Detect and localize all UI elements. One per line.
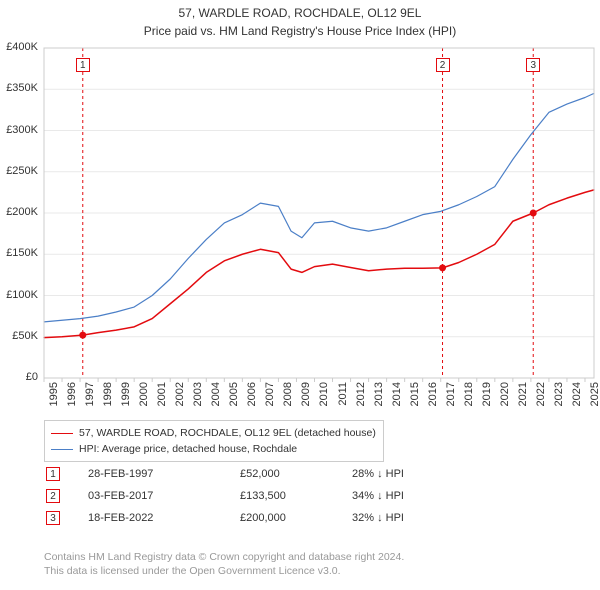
sale-date: 03-FEB-2017 xyxy=(88,486,238,506)
y-tick-label: £0 xyxy=(0,371,38,383)
footer-line-2: This data is licensed under the Open Gov… xyxy=(44,565,341,577)
sale-diff: 28% ↓ HPI xyxy=(352,464,452,484)
y-tick-label: £350K xyxy=(0,82,38,94)
legend-label: HPI: Average price, detached house, Roch… xyxy=(79,441,297,457)
sale-marker-1: 1 xyxy=(76,58,90,72)
legend-swatch xyxy=(51,449,73,450)
x-tick-label: 2003 xyxy=(192,382,204,414)
legend-item: HPI: Average price, detached house, Roch… xyxy=(51,441,377,457)
legend: 57, WARDLE ROAD, ROCHDALE, OL12 9EL (det… xyxy=(44,420,384,462)
y-tick-label: £300K xyxy=(0,124,38,136)
x-tick-label: 2017 xyxy=(445,382,457,414)
x-tick-label: 2008 xyxy=(282,382,294,414)
x-tick-label: 2011 xyxy=(337,382,349,414)
x-tick-label: 2020 xyxy=(499,382,511,414)
x-tick-label: 1996 xyxy=(66,382,78,414)
legend-item: 57, WARDLE ROAD, ROCHDALE, OL12 9EL (det… xyxy=(51,425,377,441)
x-tick-label: 2009 xyxy=(300,382,312,414)
x-tick-label: 2005 xyxy=(228,382,240,414)
x-tick-label: 2006 xyxy=(246,382,258,414)
x-tick-label: 2025 xyxy=(589,382,600,414)
x-tick-label: 2012 xyxy=(355,382,367,414)
chart-svg xyxy=(0,0,600,420)
x-tick-label: 2019 xyxy=(481,382,493,414)
x-tick-label: 2024 xyxy=(571,382,583,414)
footer-line-1: Contains HM Land Registry data © Crown c… xyxy=(44,551,404,563)
x-tick-label: 2023 xyxy=(553,382,565,414)
sale-diff: 32% ↓ HPI xyxy=(352,508,452,528)
sale-marker-3: 3 xyxy=(526,58,540,72)
x-tick-label: 1998 xyxy=(102,382,114,414)
x-tick-label: 2014 xyxy=(391,382,403,414)
sale-row-marker: 1 xyxy=(46,467,60,481)
sale-date: 18-FEB-2022 xyxy=(88,508,238,528)
sale-row: 1 28-FEB-1997£52,00028% ↓ HPI xyxy=(46,464,452,484)
y-tick-label: £150K xyxy=(0,247,38,259)
sale-price: £200,000 xyxy=(240,508,350,528)
sale-price: £52,000 xyxy=(240,464,350,484)
x-tick-label: 2004 xyxy=(210,382,222,414)
x-tick-label: 2013 xyxy=(373,382,385,414)
sale-row-marker: 3 xyxy=(46,511,60,525)
y-tick-label: £400K xyxy=(0,41,38,53)
x-tick-label: 2016 xyxy=(427,382,439,414)
y-tick-label: £50K xyxy=(0,330,38,342)
x-tick-label: 2021 xyxy=(517,382,529,414)
x-tick-label: 2001 xyxy=(156,382,168,414)
legend-swatch xyxy=(51,433,73,434)
y-tick-label: £200K xyxy=(0,206,38,218)
y-tick-label: £100K xyxy=(0,289,38,301)
chart-container: 57, WARDLE ROAD, ROCHDALE, OL12 9EL Pric… xyxy=(0,0,600,590)
footer-text: Contains HM Land Registry data © Crown c… xyxy=(44,550,404,578)
x-tick-label: 2015 xyxy=(409,382,421,414)
sale-date: 28-FEB-1997 xyxy=(88,464,238,484)
sale-row: 2 03-FEB-2017£133,50034% ↓ HPI xyxy=(46,486,452,506)
x-tick-label: 1997 xyxy=(84,382,96,414)
legend-label: 57, WARDLE ROAD, ROCHDALE, OL12 9EL (det… xyxy=(79,425,376,441)
sale-marker-2: 2 xyxy=(436,58,450,72)
sale-price: £133,500 xyxy=(240,486,350,506)
sales-table: 1 28-FEB-1997£52,00028% ↓ HPI 2 03-FEB-2017… xyxy=(44,462,454,530)
x-tick-label: 2007 xyxy=(264,382,276,414)
x-tick-label: 2022 xyxy=(535,382,547,414)
x-tick-label: 2018 xyxy=(463,382,475,414)
y-tick-label: £250K xyxy=(0,165,38,177)
x-tick-label: 1999 xyxy=(120,382,132,414)
sale-diff: 34% ↓ HPI xyxy=(352,486,452,506)
sale-row: 3 18-FEB-2022£200,00032% ↓ HPI xyxy=(46,508,452,528)
sale-row-marker: 2 xyxy=(46,489,60,503)
x-tick-label: 2000 xyxy=(138,382,150,414)
x-tick-label: 1995 xyxy=(48,382,60,414)
x-tick-label: 2002 xyxy=(174,382,186,414)
x-tick-label: 2010 xyxy=(318,382,330,414)
